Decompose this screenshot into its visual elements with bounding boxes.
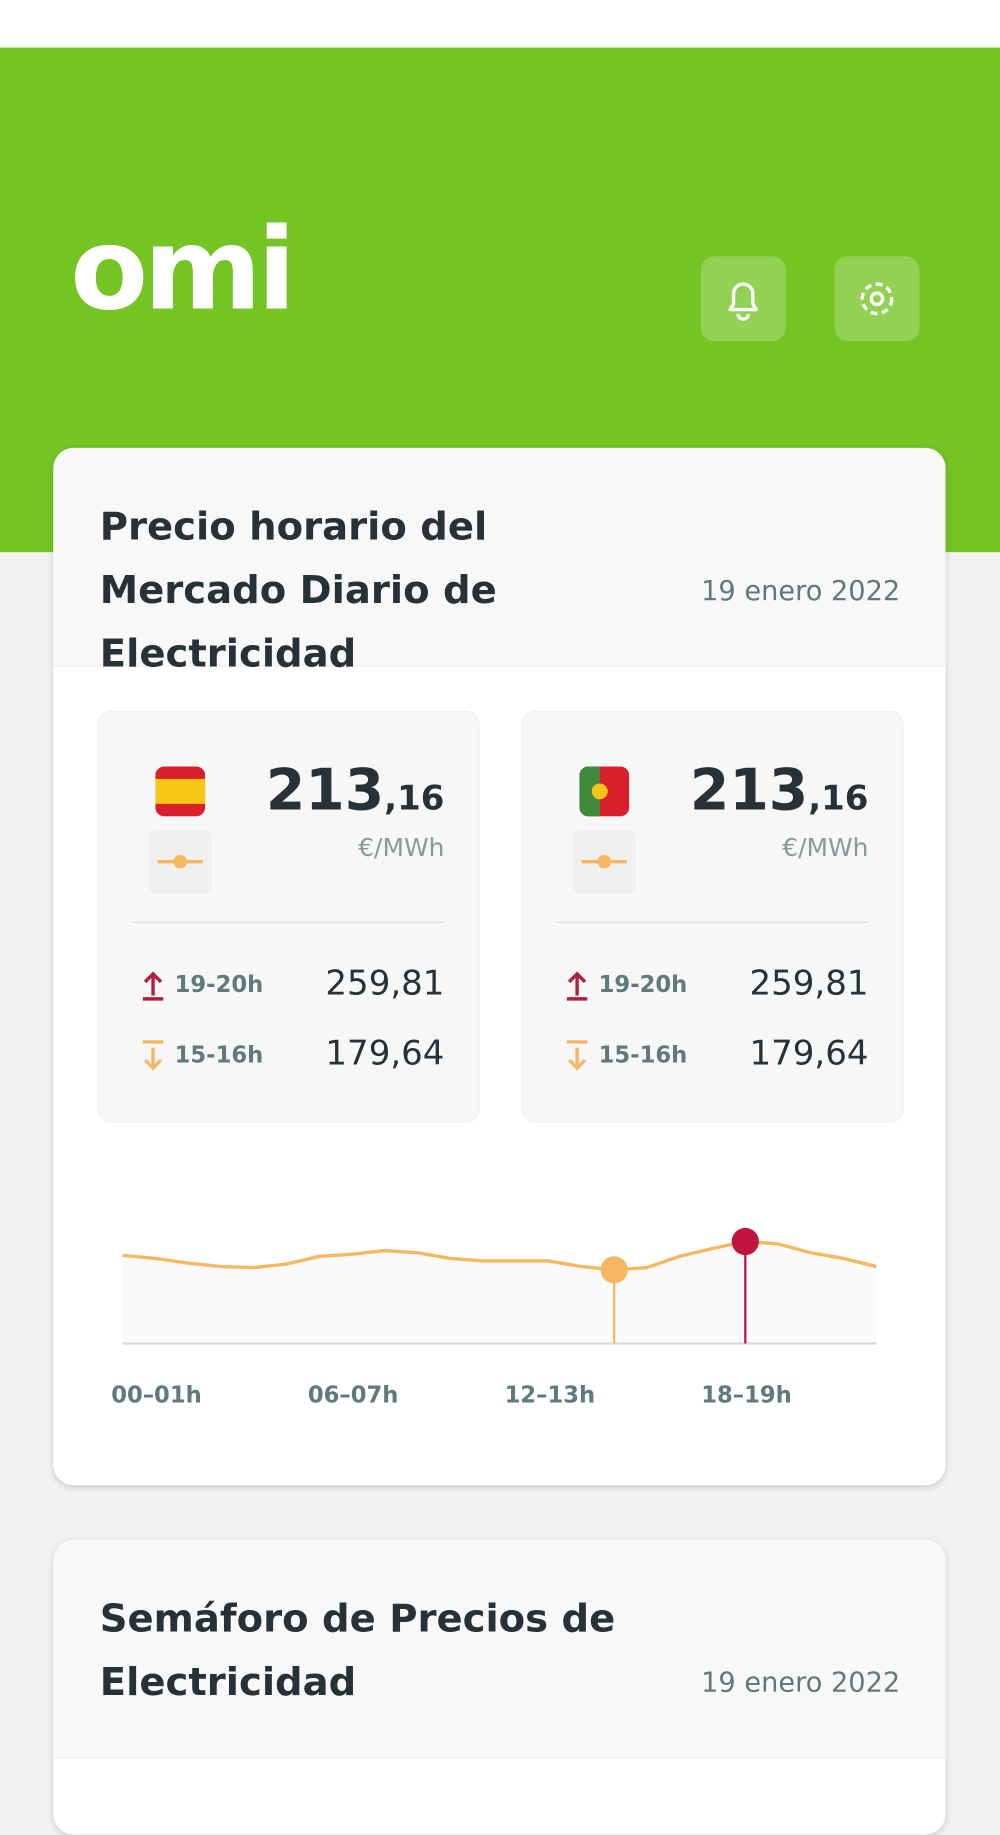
trend-icon — [572, 829, 637, 894]
x-tick-label: 12–13h — [505, 1383, 596, 1409]
max-hour: 19-20h — [174, 970, 264, 998]
max-value: 259,81 — [749, 963, 869, 1004]
card-header: Semáforo de Precios de Electricidad 19 e… — [53, 1539, 946, 1759]
max-arrow — [566, 971, 588, 1001]
card-title: Semáforo de Precios de Electricidad — [99, 1596, 616, 1706]
min-value: 179,64 — [325, 1034, 445, 1074]
x-tick-label: 18–19h — [701, 1383, 792, 1409]
settings-button[interactable] — [834, 256, 920, 342]
region-spain: 213,16 €/MWh 19-20h 259,81 15-16h 179,64 — [97, 710, 480, 1123]
bell-icon — [728, 282, 758, 321]
price: 213,16 — [690, 757, 869, 823]
x-tick-label: 06–07h — [308, 1383, 399, 1409]
max-arrow — [142, 971, 164, 1001]
min-hour: 15-16h — [598, 1040, 688, 1069]
min-hour: 15-16h — [174, 1040, 264, 1069]
max-value: 259,81 — [325, 963, 445, 1004]
trend-icon — [148, 829, 213, 894]
card-date: 19 enero 2022 — [701, 574, 901, 607]
divider — [556, 921, 869, 923]
min-marker — [600, 1256, 628, 1284]
price-cents: ,16 — [808, 778, 869, 819]
price-cents: ,16 — [384, 778, 445, 819]
min-arrow — [142, 1040, 164, 1071]
market-price-card: Precio horario del Mercado Diario de Ele… — [53, 447, 946, 1486]
unit: €/MWh — [782, 834, 869, 863]
card-date: 19 enero 2022 — [701, 1666, 901, 1699]
region-portugal: 213,16 €/MWh 19-20h 259,81 15-16h 179,64 — [521, 710, 904, 1123]
portugal-flag — [579, 766, 630, 817]
gear-icon — [860, 282, 894, 316]
price-main: 213 — [265, 757, 385, 824]
spain-flag — [155, 766, 206, 817]
max-marker — [731, 1227, 759, 1256]
card-title: Precio horario del Mercado Diario de Ele… — [99, 504, 497, 677]
logo: omi — [70, 202, 296, 336]
notifications-button[interactable] — [700, 256, 786, 342]
price: 213,16 — [266, 757, 445, 823]
hourly-price-chart: 00–01h 06–07h 12–13h 18–19h — [111, 1227, 877, 1409]
min-arrow — [566, 1040, 588, 1071]
max-hour: 19-20h — [598, 970, 688, 998]
x-tick-label: 00–01h — [111, 1383, 202, 1409]
divider — [132, 921, 445, 923]
card-header: Precio horario del Mercado Diario de Ele… — [53, 447, 946, 677]
price-light-card: Semáforo de Precios de Electricidad 19 e… — [53, 1539, 946, 1835]
min-value: 179,64 — [749, 1034, 869, 1074]
status-bar — [0, 0, 1000, 48]
area — [122, 1241, 877, 1344]
price-main: 213 — [689, 757, 809, 824]
unit: €/MWh — [358, 834, 445, 863]
